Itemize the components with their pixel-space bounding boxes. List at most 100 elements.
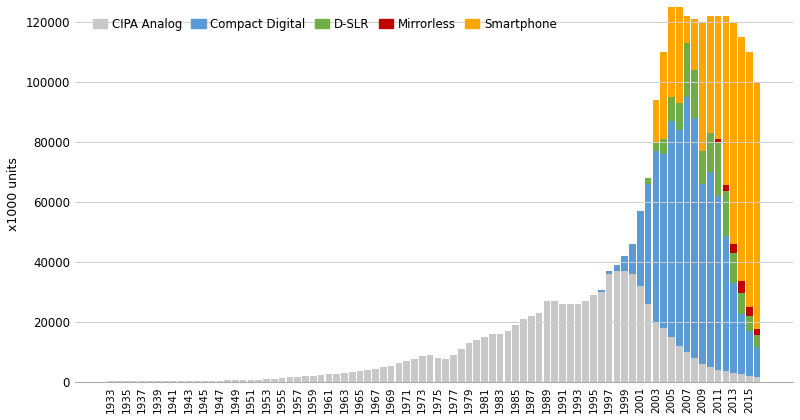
Bar [403,361,410,382]
Bar [209,381,215,382]
Bar [334,374,340,382]
Bar [746,316,753,331]
Bar [232,381,238,382]
Bar [668,22,674,382]
Bar [630,244,636,274]
Bar [154,381,161,382]
Bar [738,281,745,293]
Y-axis label: x1000 units: x1000 units [7,158,20,231]
Bar [567,304,574,382]
Legend: CIPA Analog, Compact Digital, D-SLR, Mirrorless, Smartphone: CIPA Analog, Compact Digital, D-SLR, Mir… [88,13,562,35]
Bar [676,130,682,346]
Bar [326,375,332,382]
Bar [684,97,690,352]
Bar [746,307,753,316]
Bar [668,121,674,337]
Bar [738,37,745,382]
Bar [668,97,674,121]
Bar [707,16,714,382]
Bar [715,16,722,382]
Bar [217,381,223,382]
Bar [668,0,674,97]
Bar [528,316,534,382]
Bar [551,301,558,382]
Bar [653,151,659,322]
Bar [388,365,394,382]
Bar [115,381,122,382]
Bar [341,373,348,382]
Bar [730,373,737,382]
Bar [474,340,480,382]
Bar [434,358,441,382]
Bar [691,118,698,358]
Bar [489,334,496,382]
Bar [302,376,309,382]
Bar [722,371,730,382]
Bar [754,82,761,382]
Bar [497,334,503,382]
Bar [676,19,682,382]
Bar [715,370,722,382]
Bar [699,184,706,364]
Bar [630,274,636,382]
Bar [715,139,722,142]
Bar [668,337,674,382]
Bar [676,103,682,130]
Bar [513,325,519,382]
Bar [684,352,690,382]
Bar [310,376,317,382]
Bar [411,359,418,382]
Bar [691,358,698,382]
Bar [614,271,620,382]
Bar [699,364,706,382]
Bar [224,381,231,382]
Bar [653,136,659,142]
Bar [482,337,488,382]
Bar [645,184,651,304]
Bar [660,328,667,382]
Bar [614,265,620,271]
Bar [380,368,386,382]
Bar [676,346,682,382]
Bar [637,211,644,286]
Bar [707,172,714,367]
Bar [574,304,582,382]
Bar [707,367,714,382]
Bar [466,343,472,382]
Bar [754,329,761,335]
Bar [722,185,730,192]
Bar [107,381,114,382]
Bar [699,22,706,382]
Bar [396,363,402,382]
Bar [722,192,730,236]
Bar [660,109,667,139]
Bar [286,378,294,382]
Bar [505,331,511,382]
Bar [543,301,550,382]
Bar [590,295,597,382]
Bar [271,379,278,382]
Bar [442,359,449,382]
Bar [450,355,457,382]
Bar [559,304,566,382]
Bar [255,380,262,382]
Bar [138,381,146,382]
Bar [653,142,659,151]
Bar [730,22,737,382]
Bar [715,196,722,370]
Bar [372,369,379,382]
Bar [520,319,527,382]
Bar [738,314,745,374]
Bar [357,371,363,382]
Bar [622,271,628,382]
Bar [186,381,192,382]
Bar [318,375,324,382]
Bar [653,100,659,382]
Bar [248,380,254,382]
Bar [294,377,301,382]
Bar [707,133,714,172]
Bar [193,381,200,382]
Bar [598,292,605,382]
Bar [730,244,737,253]
Bar [730,283,737,373]
